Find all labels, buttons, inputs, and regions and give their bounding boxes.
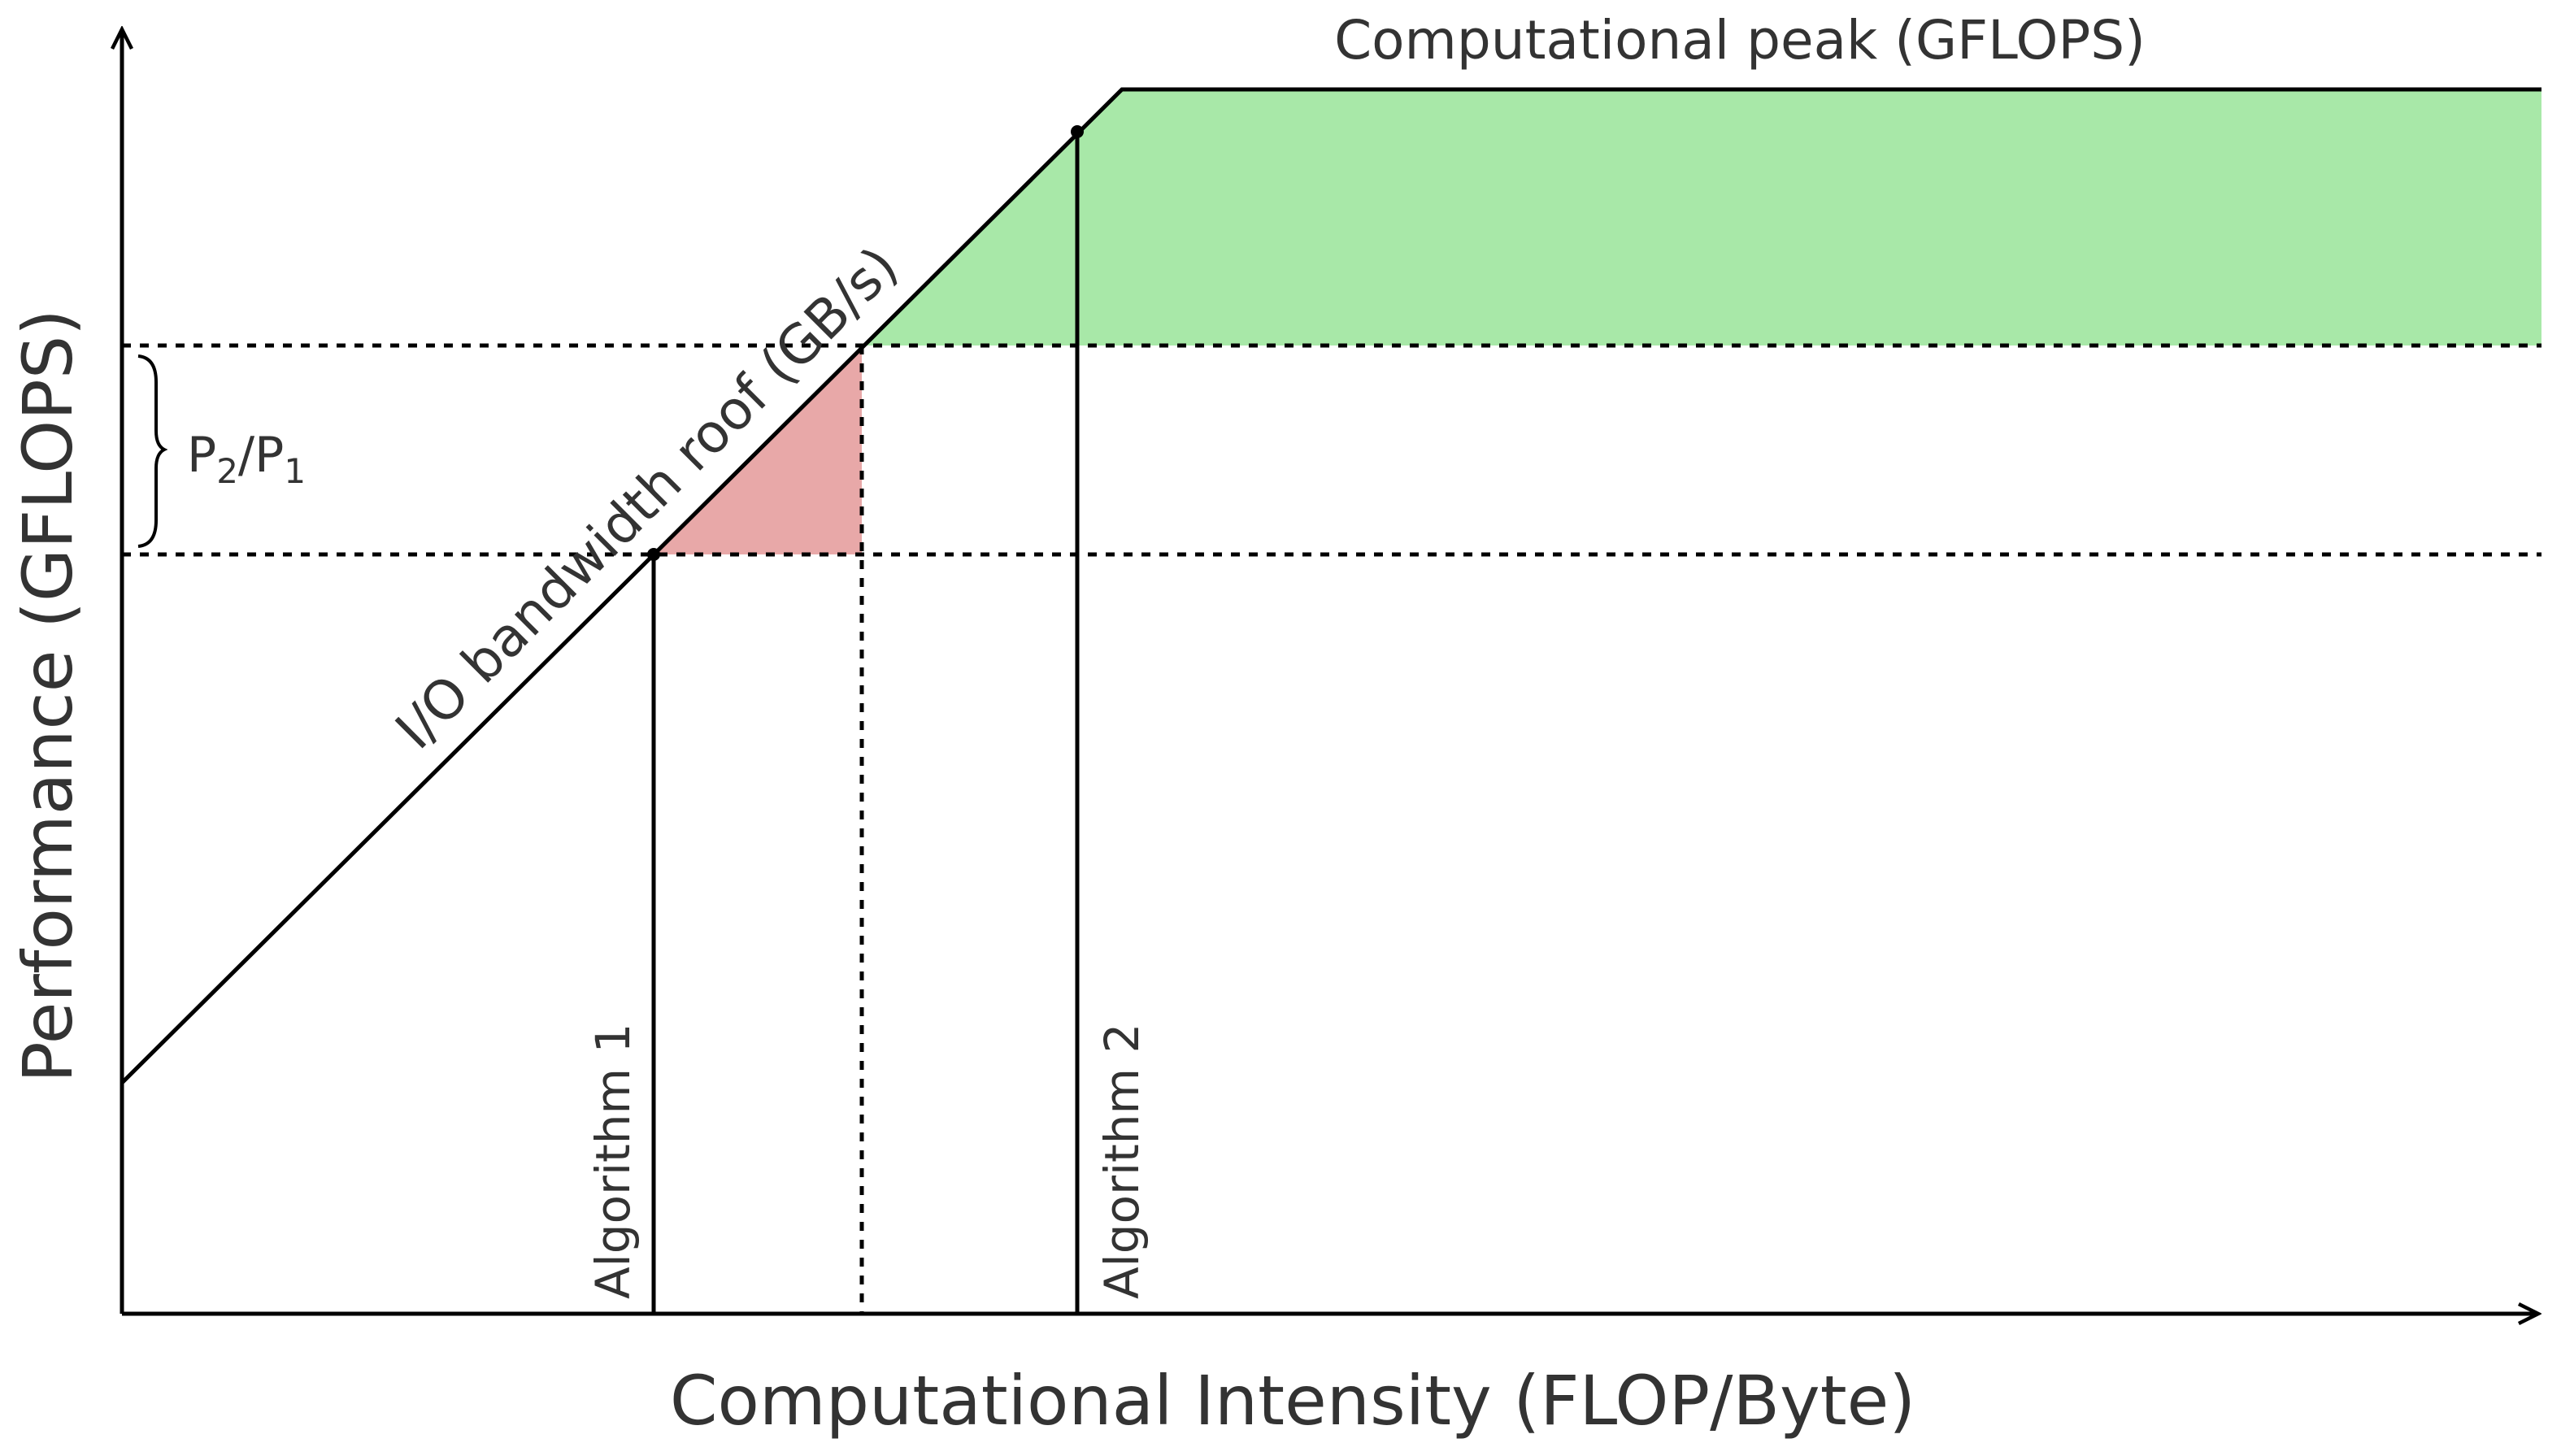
y-axis-title: Performance (GFLOPS) (8, 309, 88, 1083)
ratio-brace (137, 354, 168, 548)
algorithm-1-label: Algorithm 1 (585, 1024, 641, 1299)
ratio-p2: P (187, 427, 216, 484)
ratio-label: P2/P1 (187, 427, 306, 491)
ratio-p1-sub: 1 (284, 451, 306, 491)
algorithm-1-point (647, 548, 660, 561)
x-axis-title: Computational Intensity (FLOP/Byte) (670, 1361, 1915, 1441)
roofline (120, 87, 2541, 1084)
algorithm-2-point (1071, 125, 1084, 138)
improvement-region (862, 89, 2541, 346)
peak-label: Computational peak (GFLOPS) (1334, 9, 2146, 72)
ratio-p1: P (254, 427, 284, 484)
algorithm-2-label: Algorithm 2 (1094, 1024, 1150, 1299)
ratio-slash: / (238, 427, 255, 484)
ratio-p2-sub: 2 (216, 451, 238, 491)
